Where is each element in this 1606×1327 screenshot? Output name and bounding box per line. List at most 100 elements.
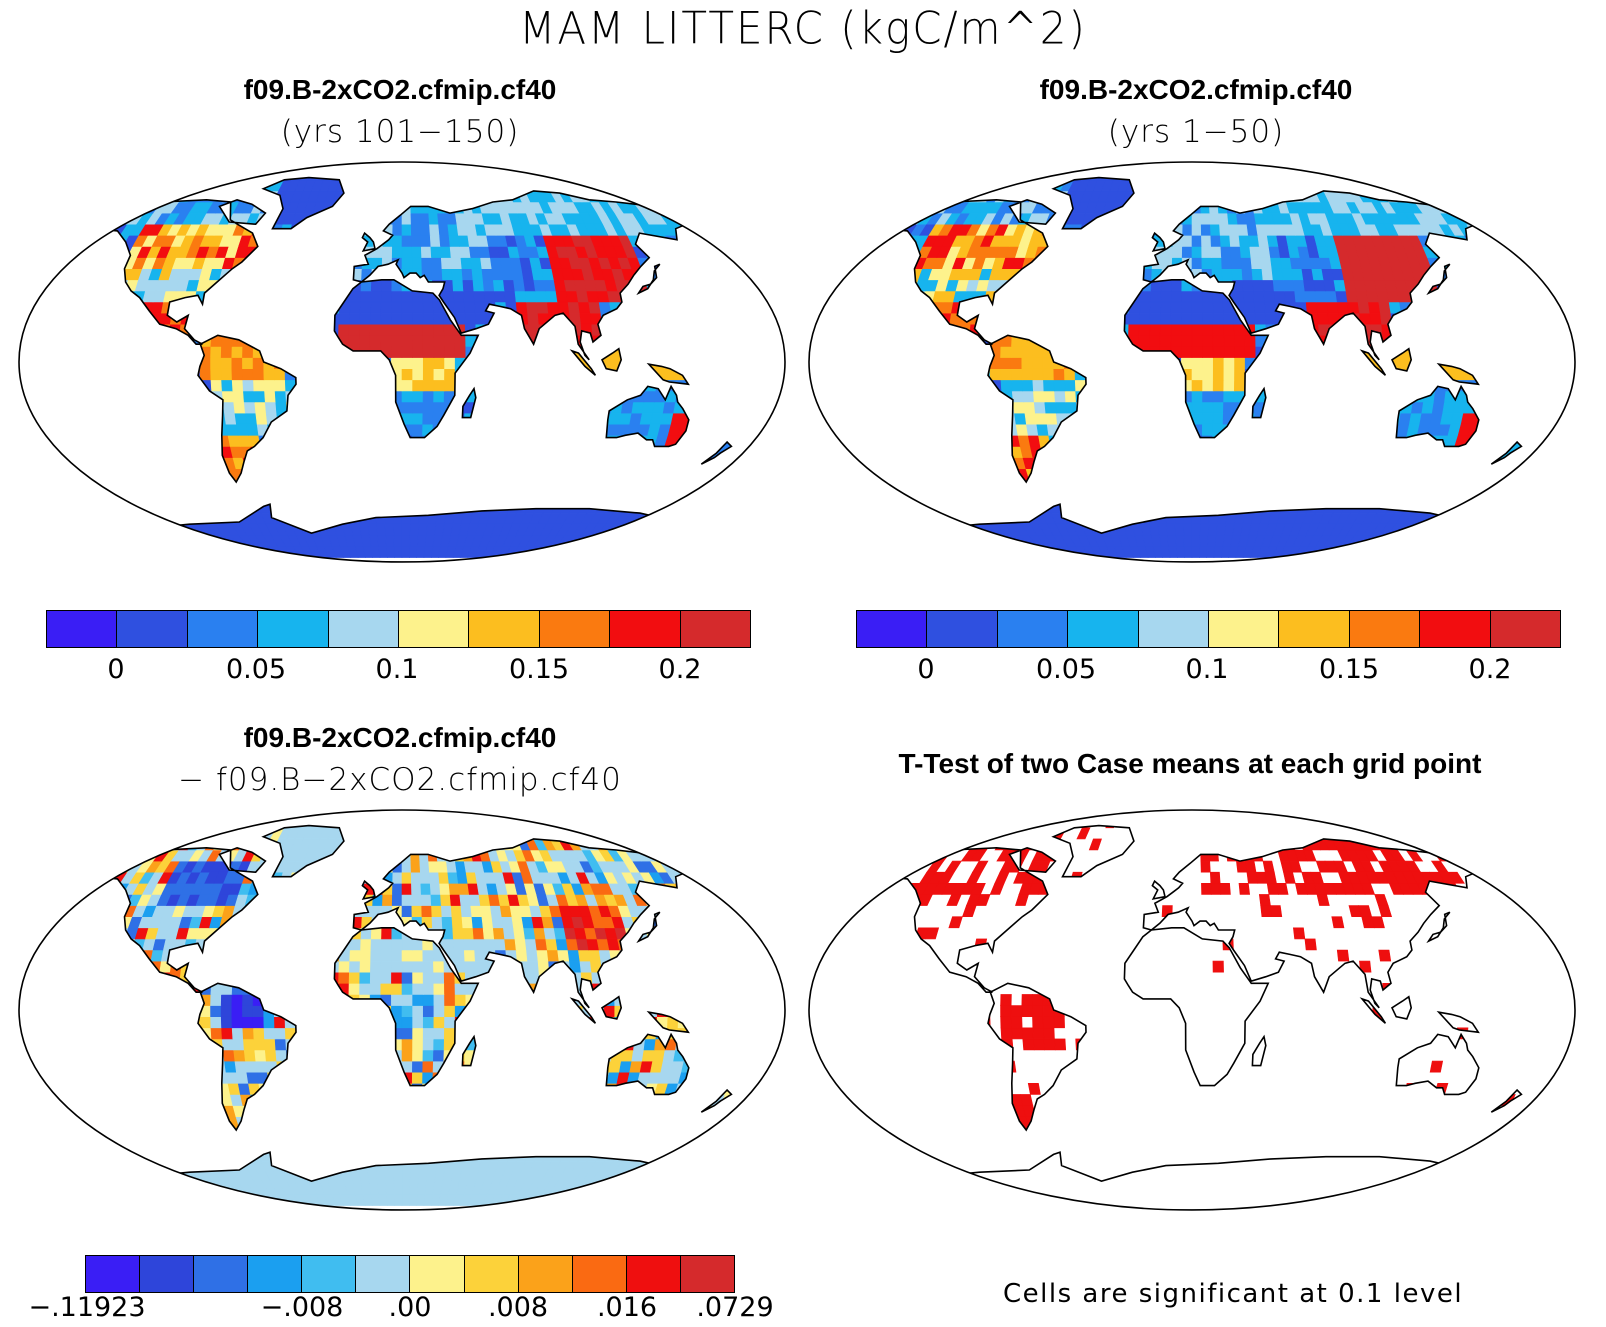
grid-cell (48, 480, 66, 491)
grid-cell (70, 357, 73, 369)
grid-cell (889, 212, 909, 225)
grid-cell (70, 423, 75, 436)
grid-cell (391, 423, 403, 436)
grid-cell (1045, 190, 1061, 203)
grid-cell (896, 312, 910, 325)
grid-cell (117, 401, 131, 414)
grid-cell (960, 401, 973, 414)
grid-cell (354, 490, 366, 503)
grid-cell (0, 346, 9, 357)
grid-cell (1445, 335, 1458, 347)
grid-cell (501, 446, 514, 458)
grid-cell (70, 490, 76, 503)
grid-cell (562, 158, 580, 169)
grid-cell (935, 435, 950, 447)
grid-cell (681, 301, 696, 314)
grid-cell (1170, 423, 1183, 436)
grid-cell (219, 501, 236, 514)
grid-cell (788, 346, 799, 357)
grid-cell (380, 390, 392, 403)
grid-cell (1100, 268, 1113, 281)
grid-cell (789, 380, 801, 391)
grid-cell (1166, 523, 1177, 536)
grid-cell (83, 335, 96, 347)
grid-cell (1164, 212, 1175, 225)
grid-cell (1291, 490, 1305, 503)
grid-cell (1000, 335, 1013, 347)
grid-cell (481, 446, 494, 458)
grid-cell (1138, 357, 1150, 369)
grid-cell (157, 335, 170, 347)
grid-cell (829, 246, 846, 257)
grid-cell (333, 468, 345, 481)
grid-cell (909, 501, 929, 514)
grid-cell (401, 177, 411, 181)
grid-cell (391, 312, 403, 325)
grid-cell (952, 479, 969, 492)
grid-cell (99, 535, 124, 547)
grid-cell (571, 368, 584, 381)
grid-cell (101, 423, 116, 436)
grid-cell (652, 312, 666, 325)
grid-cell (692, 490, 711, 503)
grid-cell (1407, 290, 1421, 303)
grid-cell (645, 335, 658, 347)
grid-cell (199, 368, 212, 381)
grid-cell (267, 479, 281, 492)
grid-cell (326, 223, 339, 236)
grid-cell (450, 257, 463, 269)
grid-cell (1221, 257, 1233, 269)
grid-cell (70, 390, 77, 403)
grid-cell (1336, 301, 1350, 314)
grid-cell (1510, 268, 1522, 281)
grid-cell (1360, 390, 1373, 403)
grid-cell (873, 457, 890, 469)
grid-cell (374, 501, 385, 514)
grid-cell (1313, 479, 1327, 492)
grid-cell (1201, 235, 1212, 247)
grid-cell (202, 457, 217, 469)
grid-cell (1070, 268, 1083, 281)
grid-cell (417, 535, 427, 547)
panel-title-top-right: f09.B-2xCO2.cfmip.cf40 (1039, 74, 1353, 105)
grid-cell (729, 290, 732, 303)
grid-cell (1136, 212, 1148, 225)
grid-cell (202, 301, 216, 314)
grid-cell (868, 446, 885, 458)
grid-cell (1519, 335, 1522, 347)
grid-cell (860, 512, 870, 525)
grid-cell (4, 302, 18, 313)
grid-cell (813, 258, 829, 269)
grid-cell (947, 335, 960, 347)
grid-cell (860, 312, 869, 325)
grid-cell (1479, 246, 1497, 258)
grid-cell (210, 368, 222, 381)
grid-cell (0, 291, 12, 302)
grid-cell (90, 201, 112, 214)
grid-cell (70, 312, 79, 325)
grid-cell (1473, 401, 1487, 414)
grid-cell (299, 279, 312, 292)
grid-cell (518, 457, 532, 469)
grid-cell (593, 435, 608, 447)
grid-cell (821, 324, 833, 335)
grid-cell (1425, 357, 1437, 369)
grid-cell (442, 435, 454, 447)
grid-cell (9, 335, 21, 346)
grid-cell (95, 523, 118, 536)
grid-cell (523, 279, 536, 292)
grid-cell (337, 379, 350, 392)
grid-cell (922, 535, 945, 547)
grid-cell (1201, 423, 1214, 436)
grid-cell (1117, 379, 1129, 392)
grid-cell (930, 412, 944, 425)
grid-cell (137, 390, 150, 403)
grid-cell (668, 290, 683, 303)
grid-cell (916, 323, 929, 336)
grid-cell (73, 323, 87, 336)
grid-cell (698, 468, 716, 481)
grid-cell (980, 312, 994, 325)
grid-cell (1234, 335, 1246, 347)
grid-cell (1519, 423, 1522, 436)
grid-cell (906, 390, 919, 403)
